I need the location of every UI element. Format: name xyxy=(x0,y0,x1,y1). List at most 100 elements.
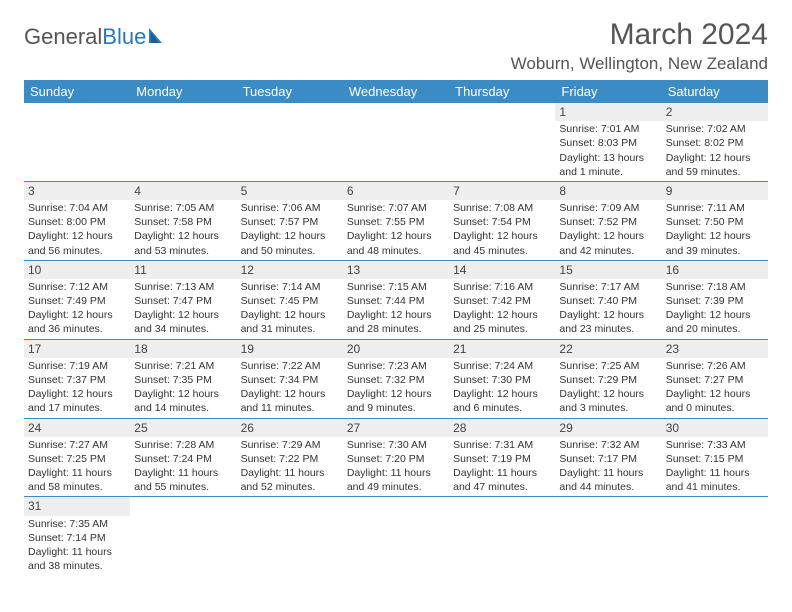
calendar-cell: 3Sunrise: 7:04 AMSunset: 8:00 PMDaylight… xyxy=(24,182,130,260)
date-number: 21 xyxy=(449,340,555,358)
calendar-cell: 24Sunrise: 7:27 AMSunset: 7:25 PMDayligh… xyxy=(24,419,130,497)
sunset-text: Sunset: 7:45 PM xyxy=(241,294,339,308)
daylight-text-2: and 14 minutes. xyxy=(134,401,232,415)
date-number: 5 xyxy=(237,182,343,200)
date-number: 17 xyxy=(24,340,130,358)
sunset-text: Sunset: 7:39 PM xyxy=(666,294,764,308)
calendar-cell: 5Sunrise: 7:06 AMSunset: 7:57 PMDaylight… xyxy=(237,182,343,260)
cell-body: Sunrise: 7:21 AMSunset: 7:35 PMDaylight:… xyxy=(130,358,236,418)
date-number: 2 xyxy=(662,103,768,121)
date-number: 1 xyxy=(555,103,661,121)
daylight-text-1: Daylight: 12 hours xyxy=(559,308,657,322)
cell-body: Sunrise: 7:22 AMSunset: 7:34 PMDaylight:… xyxy=(237,358,343,418)
sunrise-text: Sunrise: 7:15 AM xyxy=(347,280,445,294)
daylight-text-2: and 11 minutes. xyxy=(241,401,339,415)
cell-body: Sunrise: 7:01 AMSunset: 8:03 PMDaylight:… xyxy=(555,121,661,181)
daylight-text-2: and 34 minutes. xyxy=(134,322,232,336)
sunrise-text: Sunrise: 7:17 AM xyxy=(559,280,657,294)
month-title: March 2024 xyxy=(511,18,768,52)
sunrise-text: Sunrise: 7:09 AM xyxy=(559,201,657,215)
sunrise-text: Sunrise: 7:31 AM xyxy=(453,438,551,452)
daylight-text-1: Daylight: 12 hours xyxy=(134,387,232,401)
sunset-text: Sunset: 7:19 PM xyxy=(453,452,551,466)
sunrise-text: Sunrise: 7:13 AM xyxy=(134,280,232,294)
calendar-cell: 11Sunrise: 7:13 AMSunset: 7:47 PMDayligh… xyxy=(130,261,236,339)
calendar-cell: 10Sunrise: 7:12 AMSunset: 7:49 PMDayligh… xyxy=(24,261,130,339)
cell-body: Sunrise: 7:18 AMSunset: 7:39 PMDaylight:… xyxy=(662,279,768,339)
week-row: 1Sunrise: 7:01 AMSunset: 8:03 PMDaylight… xyxy=(24,103,768,182)
date-number: 8 xyxy=(555,182,661,200)
daylight-text-2: and 59 minutes. xyxy=(666,165,764,179)
daylight-text-1: Daylight: 11 hours xyxy=(28,545,126,559)
date-number: 4 xyxy=(130,182,236,200)
date-number: 31 xyxy=(24,497,130,515)
daylight-text-2: and 52 minutes. xyxy=(241,480,339,494)
daylight-text-2: and 1 minute. xyxy=(559,165,657,179)
cell-body: Sunrise: 7:06 AMSunset: 7:57 PMDaylight:… xyxy=(237,200,343,260)
daylight-text-1: Daylight: 11 hours xyxy=(241,466,339,480)
sunset-text: Sunset: 7:58 PM xyxy=(134,215,232,229)
date-number: 20 xyxy=(343,340,449,358)
calendar-cell: 21Sunrise: 7:24 AMSunset: 7:30 PMDayligh… xyxy=(449,340,555,418)
daylight-text-1: Daylight: 11 hours xyxy=(134,466,232,480)
sunrise-text: Sunrise: 7:23 AM xyxy=(347,359,445,373)
cell-body: Sunrise: 7:08 AMSunset: 7:54 PMDaylight:… xyxy=(449,200,555,260)
daylight-text-2: and 56 minutes. xyxy=(28,244,126,258)
cell-body: Sunrise: 7:27 AMSunset: 7:25 PMDaylight:… xyxy=(24,437,130,497)
sunrise-text: Sunrise: 7:12 AM xyxy=(28,280,126,294)
calendar-cell: 2Sunrise: 7:02 AMSunset: 8:02 PMDaylight… xyxy=(662,103,768,181)
title-block: March 2024 Woburn, Wellington, New Zeala… xyxy=(511,18,768,74)
daylight-text-1: Daylight: 13 hours xyxy=(559,151,657,165)
sunrise-text: Sunrise: 7:24 AM xyxy=(453,359,551,373)
logo-sail-icon xyxy=(148,26,170,49)
sunrise-text: Sunrise: 7:16 AM xyxy=(453,280,551,294)
cell-body: Sunrise: 7:32 AMSunset: 7:17 PMDaylight:… xyxy=(555,437,661,497)
cell-body: Sunrise: 7:35 AMSunset: 7:14 PMDaylight:… xyxy=(24,516,130,576)
calendar-cell-empty xyxy=(237,103,343,181)
date-number: 29 xyxy=(555,419,661,437)
calendar-cell-empty xyxy=(130,497,236,575)
sunrise-text: Sunrise: 7:35 AM xyxy=(28,517,126,531)
cell-body: Sunrise: 7:04 AMSunset: 8:00 PMDaylight:… xyxy=(24,200,130,260)
sunset-text: Sunset: 7:34 PM xyxy=(241,373,339,387)
daylight-text-2: and 6 minutes. xyxy=(453,401,551,415)
day-header-row: Sunday Monday Tuesday Wednesday Thursday… xyxy=(24,80,768,103)
daylight-text-2: and 50 minutes. xyxy=(241,244,339,258)
day-header: Monday xyxy=(130,80,236,103)
daylight-text-1: Daylight: 12 hours xyxy=(28,229,126,243)
location-subtitle: Woburn, Wellington, New Zealand xyxy=(511,54,768,74)
calendar-cell: 18Sunrise: 7:21 AMSunset: 7:35 PMDayligh… xyxy=(130,340,236,418)
date-number: 15 xyxy=(555,261,661,279)
calendar-cell-empty xyxy=(237,497,343,575)
date-number: 12 xyxy=(237,261,343,279)
date-number: 26 xyxy=(237,419,343,437)
week-row: 3Sunrise: 7:04 AMSunset: 8:00 PMDaylight… xyxy=(24,182,768,261)
date-number: 7 xyxy=(449,182,555,200)
sunset-text: Sunset: 7:25 PM xyxy=(28,452,126,466)
daylight-text-1: Daylight: 12 hours xyxy=(666,151,764,165)
sunset-text: Sunset: 7:37 PM xyxy=(28,373,126,387)
sunset-text: Sunset: 7:22 PM xyxy=(241,452,339,466)
calendar-cell: 20Sunrise: 7:23 AMSunset: 7:32 PMDayligh… xyxy=(343,340,449,418)
sunset-text: Sunset: 7:44 PM xyxy=(347,294,445,308)
cell-body: Sunrise: 7:09 AMSunset: 7:52 PMDaylight:… xyxy=(555,200,661,260)
sunset-text: Sunset: 7:57 PM xyxy=(241,215,339,229)
sunrise-text: Sunrise: 7:28 AM xyxy=(134,438,232,452)
day-header: Saturday xyxy=(662,80,768,103)
sunrise-text: Sunrise: 7:14 AM xyxy=(241,280,339,294)
sunrise-text: Sunrise: 7:32 AM xyxy=(559,438,657,452)
cell-body: Sunrise: 7:14 AMSunset: 7:45 PMDaylight:… xyxy=(237,279,343,339)
sunset-text: Sunset: 7:55 PM xyxy=(347,215,445,229)
daylight-text-2: and 3 minutes. xyxy=(559,401,657,415)
cell-body: Sunrise: 7:25 AMSunset: 7:29 PMDaylight:… xyxy=(555,358,661,418)
calendar-cell-empty xyxy=(24,103,130,181)
sunset-text: Sunset: 7:50 PM xyxy=(666,215,764,229)
calendar-cell: 4Sunrise: 7:05 AMSunset: 7:58 PMDaylight… xyxy=(130,182,236,260)
daylight-text-1: Daylight: 12 hours xyxy=(666,308,764,322)
cell-body: Sunrise: 7:02 AMSunset: 8:02 PMDaylight:… xyxy=(662,121,768,181)
sunset-text: Sunset: 7:52 PM xyxy=(559,215,657,229)
daylight-text-1: Daylight: 11 hours xyxy=(666,466,764,480)
sunset-text: Sunset: 7:32 PM xyxy=(347,373,445,387)
calendar: Sunday Monday Tuesday Wednesday Thursday… xyxy=(24,80,768,575)
day-header: Friday xyxy=(555,80,661,103)
